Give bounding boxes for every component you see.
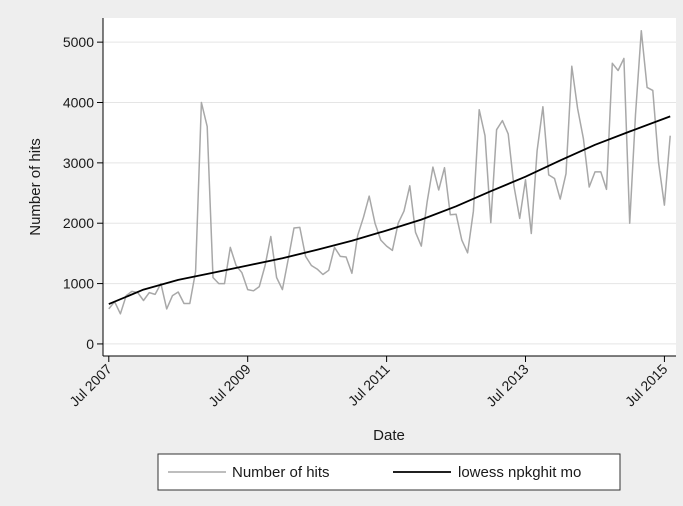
- y-tick-label: 3000: [63, 155, 94, 171]
- y-tick-label: 1000: [63, 276, 94, 292]
- y-tick-label: 5000: [63, 34, 94, 50]
- legend-label-hits: Number of hits: [232, 464, 330, 481]
- series-layer: [108, 29, 671, 315]
- y-tick-label: 0: [86, 336, 94, 352]
- y-axis-title: Number of hits: [27, 138, 44, 236]
- legend-box: [157, 453, 621, 491]
- x-axis: Jul 2007 Jul 2009 Jul 2011 Jul 2013 Jul 2015: [66, 355, 676, 410]
- x-tick-label: Jul 2009: [205, 361, 254, 410]
- plot-area: [103, 18, 676, 356]
- legend-label-lowess: lowess npkghit mo: [458, 464, 581, 481]
- x-axis-title: Date: [373, 427, 405, 444]
- grid-lines: [103, 41, 676, 345]
- y-tick-label: 2000: [63, 215, 94, 231]
- y-tick-label: 4000: [63, 95, 94, 111]
- series-line-hits: [108, 29, 671, 315]
- x-tick-label: Jul 2013: [483, 361, 532, 410]
- series-line-lowess: [108, 115, 671, 305]
- legend: Number of hits lowess npkghit mo: [157, 453, 621, 491]
- x-tick-label: Jul 2007: [66, 361, 115, 410]
- x-tick-label: Jul 2011: [345, 361, 393, 409]
- x-tick-label: Jul 2015: [622, 361, 671, 410]
- y-axis: 0 1000 2000 3000 4000 5000: [63, 18, 104, 356]
